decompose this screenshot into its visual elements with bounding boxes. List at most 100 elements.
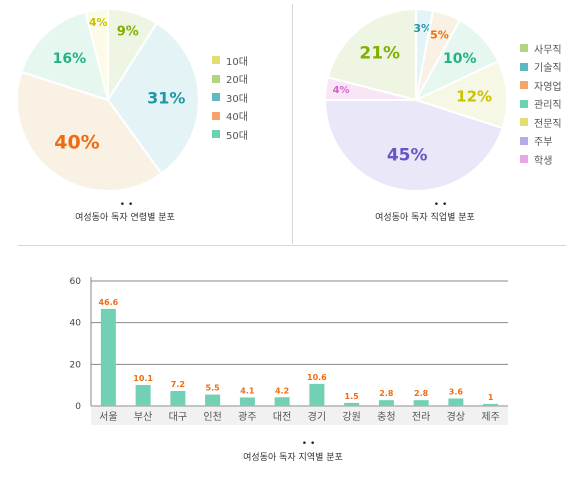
bar	[100, 308, 116, 406]
legend-label: 사무직	[534, 44, 562, 56]
bar	[309, 383, 325, 406]
x-tick-label: 부산	[134, 411, 152, 423]
bar	[274, 397, 290, 406]
bar	[378, 400, 394, 406]
legend-swatch	[212, 93, 220, 102]
legend-item: 30대	[212, 88, 248, 107]
emphasis-dots: ••	[433, 200, 451, 210]
pie-slice-label: 16%	[53, 51, 87, 67]
legend-item: 주부	[520, 132, 562, 151]
pie-slice-label: 5%	[430, 28, 449, 41]
bar	[135, 384, 151, 406]
legend-label: 50대	[226, 130, 248, 142]
legend-label: 자영업	[534, 81, 562, 93]
bar-value-label: 46.6	[99, 298, 119, 307]
y-tick-label: 60	[70, 277, 82, 287]
emphasis-dots: ••	[301, 439, 319, 449]
legend-swatch	[212, 130, 220, 139]
bar	[239, 397, 255, 406]
pie-slice	[106, 21, 200, 176]
bar	[483, 403, 499, 406]
emphasis-dots: ••	[119, 200, 137, 210]
pie-slice-label: 10%	[443, 51, 477, 67]
x-tick-label: 서울	[99, 411, 117, 423]
x-tick-label: 강원	[342, 411, 360, 423]
legend-swatch	[212, 74, 220, 83]
bar	[448, 398, 464, 406]
pie-slice	[323, 99, 504, 192]
legend-item: 10대	[212, 51, 248, 70]
legend-swatch	[212, 56, 220, 65]
bar	[205, 394, 221, 406]
pie-slice	[20, 10, 110, 102]
pie-slice	[323, 76, 417, 101]
legend-item: 50대	[212, 125, 248, 144]
legend-label: 기술직	[534, 63, 562, 75]
legend-swatch	[520, 99, 528, 108]
x-tick-label: 대전	[273, 411, 291, 423]
pie-slice	[413, 59, 508, 130]
pie-slice-label: 21%	[359, 43, 400, 63]
legend-item: 사무직	[520, 39, 562, 58]
bar-value-label: 2.8	[414, 389, 429, 398]
bar-value-label: 7.2	[171, 380, 185, 389]
x-tick-label: 제주	[481, 411, 499, 423]
pie-slice-label: 31%	[147, 89, 185, 108]
bar-value-label: 1	[488, 393, 494, 402]
legend-item: 전문직	[520, 113, 562, 132]
legend-label: 20대	[226, 75, 248, 87]
region-distribution-bar-chart: 0 20 40 60 46.6 서울 10.1 부산 7.2 대구 5.5 인천 4.1 광주 4.2 대전 1…	[70, 277, 508, 425]
pie-slice	[16, 70, 163, 192]
legend-label: 주부	[534, 137, 553, 149]
bar	[170, 391, 186, 406]
legend-label: 30대	[226, 93, 248, 105]
legend-label: 관리직	[534, 100, 562, 112]
pie-slice-label: 9%	[117, 24, 139, 39]
bar-value-label: 1.5	[345, 392, 360, 401]
bar	[344, 402, 360, 406]
pie-slice-label: 4%	[333, 85, 350, 96]
bar-value-label: 5.5	[206, 384, 221, 393]
pie-slice-label: 4%	[89, 16, 108, 29]
pie-slice-label: 12%	[456, 87, 492, 105]
x-tick-label: 광주	[238, 411, 256, 423]
x-tick-label: 전라	[412, 411, 430, 423]
bar-value-label: 10.1	[133, 374, 153, 383]
bar-value-label: 3.6	[449, 388, 464, 397]
legend-swatch	[212, 111, 220, 120]
pie-slice-label: 40%	[54, 132, 99, 154]
x-tick-label: 인천	[203, 411, 221, 423]
x-axis-label-band	[91, 407, 508, 425]
vertical-divider	[292, 4, 293, 244]
y-tick-label: 40	[70, 319, 82, 329]
pie-slice-label: 3%	[413, 22, 432, 35]
horizontal-divider	[18, 245, 566, 246]
legend-swatch	[520, 62, 528, 71]
bar-value-label: 4.2	[275, 386, 289, 395]
age-chart-caption: 여성동아 독자 연령별 분포	[75, 213, 175, 223]
bar-value-label: 10.6	[307, 373, 327, 382]
pie-slice-label: 45%	[387, 146, 428, 166]
job-distribution-pie-chart: 21% 3%5% 10% 12% 45% 4%	[323, 7, 508, 192]
legend-label: 전문직	[534, 118, 562, 130]
x-tick-label: 경기	[308, 410, 326, 423]
age-distribution-pie-chart: 4% 9% 31% 40% 16%	[16, 7, 200, 192]
legend-item: 기술직	[520, 58, 562, 77]
x-tick-label: 대구	[169, 411, 187, 423]
age-legend: 10대 20대 30대 40대 50대	[212, 51, 248, 144]
legend-item: 학생	[520, 150, 562, 169]
legend-swatch	[520, 118, 528, 127]
legend-swatch	[520, 136, 528, 145]
y-tick-label: 20	[70, 360, 82, 370]
legend-swatch	[520, 81, 528, 90]
job-chart-caption: 여성동아 독자 직업별 분포	[375, 213, 475, 223]
region-chart-caption: 여성동아 독자 지역별 분포	[243, 453, 343, 463]
legend-item: 40대	[212, 107, 248, 126]
x-tick-label: 경상	[447, 410, 465, 423]
x-tick-label: 충청	[377, 411, 395, 423]
legend-item: 자영업	[520, 76, 562, 95]
legend-swatch	[520, 44, 528, 53]
legend-label: 10대	[226, 56, 248, 68]
pie-slice	[326, 7, 417, 102]
